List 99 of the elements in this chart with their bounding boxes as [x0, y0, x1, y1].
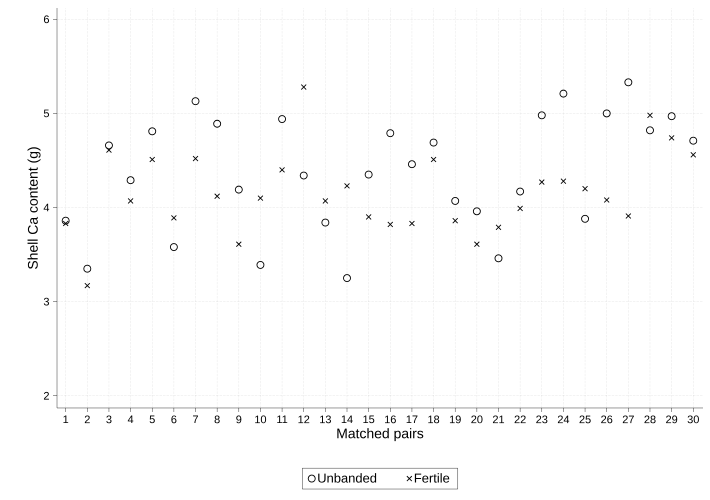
point [430, 138, 438, 147]
x-tick-label: 9 [236, 416, 242, 424]
x-tick-label: 17 [406, 416, 418, 424]
x-tick-label: 12 [298, 416, 310, 424]
x-tick-label: 11 [277, 416, 288, 424]
y-tick-label: 5 [44, 110, 50, 118]
point [452, 218, 458, 224]
x-tick-label: 6 [171, 416, 176, 424]
point [126, 176, 135, 184]
x-tick-label: 21 [492, 416, 504, 424]
point [668, 134, 675, 141]
point [343, 274, 351, 282]
point [128, 198, 134, 204]
legend-label: Fertile [414, 473, 450, 483]
point [192, 156, 198, 162]
point [192, 97, 200, 106]
y-tick-label: 3 [44, 298, 50, 306]
point [689, 136, 698, 145]
point [236, 241, 242, 248]
x-tick-label: 10 [255, 416, 266, 424]
y-tick-label: 4 [44, 204, 50, 212]
point [170, 243, 178, 251]
point [494, 254, 502, 262]
point [278, 115, 286, 123]
y-axis-title: Shell Ca content (g) [28, 147, 41, 269]
point [517, 206, 524, 212]
point [647, 112, 653, 118]
x-tick-label: 22 [514, 416, 526, 424]
x-tick-label: 24 [558, 416, 570, 424]
x-axis-title: Matched pairs [337, 428, 424, 442]
point [256, 260, 264, 269]
x-tick-label: 25 [580, 416, 591, 424]
x-tick-label: 7 [193, 416, 198, 424]
x-tick-label: 8 [214, 416, 220, 424]
point [668, 112, 676, 120]
point [409, 220, 415, 226]
point [624, 78, 632, 86]
point [386, 129, 394, 138]
point [62, 216, 70, 225]
x-tick-label: 20 [471, 416, 483, 424]
point [234, 186, 243, 194]
point [646, 126, 654, 134]
x-tick-label: 5 [150, 416, 155, 424]
point [300, 172, 308, 180]
point [538, 111, 546, 120]
point [496, 224, 502, 230]
x-tick-label: 13 [320, 416, 331, 424]
x-tick-label: 3 [106, 416, 112, 424]
point [321, 218, 330, 227]
x-tick-label: 26 [601, 416, 612, 424]
x-tick-label: 2 [84, 416, 90, 424]
point [474, 241, 480, 248]
x-tick-label: 27 [622, 416, 634, 424]
point [559, 90, 568, 98]
point [387, 222, 394, 228]
x-tick-label: 29 [666, 416, 678, 424]
point [451, 196, 460, 205]
point [364, 170, 373, 179]
point [582, 186, 588, 192]
x-tick-label: 19 [450, 416, 461, 424]
point [472, 207, 481, 216]
point [516, 188, 524, 196]
point [322, 198, 328, 204]
point [148, 127, 156, 136]
point [214, 193, 220, 200]
point [430, 156, 436, 162]
y-tick-label: 2 [44, 392, 49, 400]
point [279, 166, 286, 173]
x-tick-label: 28 [644, 416, 656, 424]
x-tick-label: 1 [63, 416, 68, 424]
x-tick-label: 30 [688, 416, 699, 424]
point [149, 156, 156, 162]
point [560, 178, 566, 184]
x-tick-label: 23 [536, 416, 548, 424]
point [213, 120, 222, 128]
point [581, 214, 590, 223]
point [258, 195, 264, 202]
point [62, 220, 69, 226]
point [105, 141, 113, 150]
point [366, 214, 372, 220]
point [690, 152, 696, 158]
y-tick-label: 6 [44, 15, 50, 24]
point [344, 182, 350, 189]
point [602, 109, 611, 118]
x-tick-label: 18 [428, 416, 440, 424]
point [625, 213, 632, 219]
x-tick-label: 16 [385, 416, 396, 424]
x-tick-label: 15 [363, 416, 374, 424]
point [84, 282, 90, 289]
point [170, 214, 177, 221]
point [300, 84, 307, 90]
point [106, 147, 112, 154]
point [538, 179, 545, 186]
point [604, 197, 610, 203]
point [408, 160, 416, 168]
x-tick-label: 4 [128, 416, 134, 424]
point [83, 264, 92, 273]
x-tick-label: 14 [342, 416, 353, 424]
legend-label: Unbanded [318, 473, 376, 483]
